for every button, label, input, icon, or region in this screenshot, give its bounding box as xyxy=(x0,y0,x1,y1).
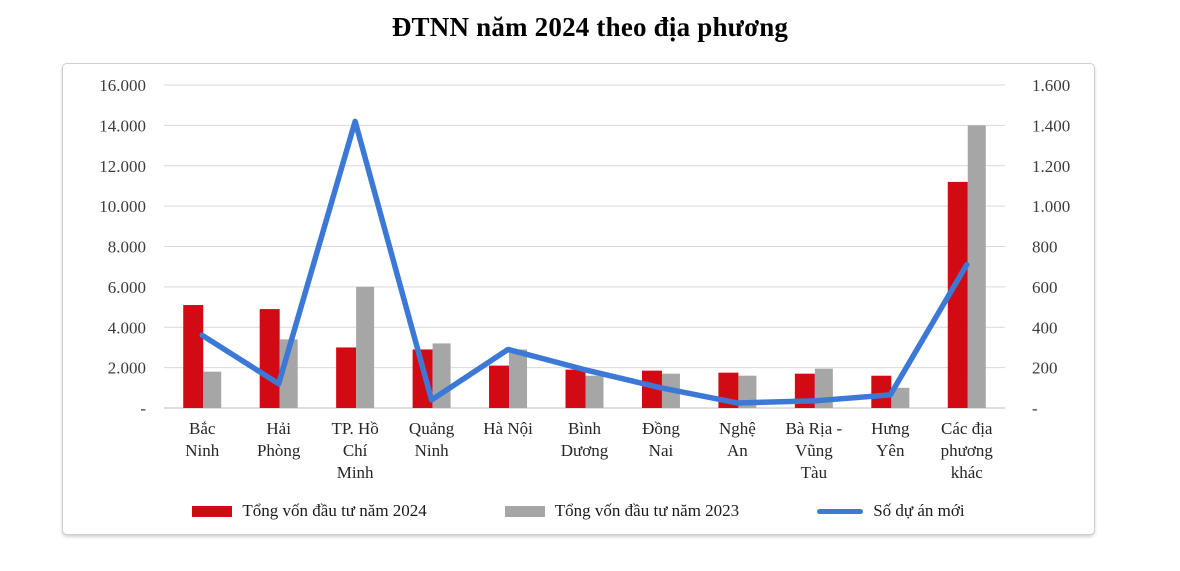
bar-2024 xyxy=(947,181,968,408)
right-axis-tick: 800 xyxy=(1032,238,1058,257)
left-axis-tick: 14.000 xyxy=(99,116,146,135)
right-axis-tick: 1.000 xyxy=(1032,197,1070,216)
right-axis-tick: - xyxy=(1032,399,1038,418)
left-axis-tick: 12.000 xyxy=(99,157,146,176)
legend-label-2024: Tổng vốn đầu tư năm 2024 xyxy=(242,501,427,520)
bar-2024 xyxy=(871,375,892,408)
right-axis-tick: 1.200 xyxy=(1032,157,1070,176)
category-label: Đồng Nai xyxy=(642,419,680,460)
right-axis-tick: 400 xyxy=(1032,318,1058,337)
bar-2024 xyxy=(565,369,586,408)
chart-legend: Tổng vốn đầu tư năm 2024 Tổng vốn đầu tư… xyxy=(63,501,1094,521)
left-axis-tick: 8.000 xyxy=(108,238,146,257)
left-axis-tick: 6.000 xyxy=(108,278,146,297)
bar-2024 xyxy=(641,370,662,408)
legend-item-2024: Tổng vốn đầu tư năm 2024 xyxy=(192,501,427,521)
legend-swatch-line-icon xyxy=(817,508,864,514)
category-label: Hà Nội xyxy=(483,419,533,438)
category-label: Bà Rịa -Vũng Tàu xyxy=(786,419,843,482)
legend-swatch-bar-2023-icon xyxy=(504,505,545,517)
category-label: TP. Hồ Chí Minh xyxy=(332,419,379,482)
bar-2023 xyxy=(967,125,986,408)
chart-canvas: 16.000 1.600 14.000 1.400 12.000 1.200 10.000 1… xyxy=(99,76,1070,482)
page-title: ĐTNN năm 2024 theo địa phương xyxy=(391,12,789,42)
legend-swatch-bar-2024-icon xyxy=(192,505,233,517)
chart-frame: 16.000 1.600 14.000 1.400 12.000 1.200 10.000 1… xyxy=(62,63,1095,535)
bar-2023 xyxy=(509,349,528,408)
legend-label-new-projects: Số dự án mới xyxy=(873,501,965,520)
left-axis-tick: - xyxy=(140,399,146,418)
bar-2023 xyxy=(203,371,222,408)
category-label: Bắc Ninh xyxy=(185,419,220,460)
bar-2023 xyxy=(356,286,375,408)
bar-2024 xyxy=(489,365,510,408)
left-axis-tick: 4.000 xyxy=(108,318,146,337)
category-label: Các địa phương khác xyxy=(941,419,994,482)
right-axis-tick: 1.400 xyxy=(1032,116,1070,135)
bar-2023 xyxy=(585,375,604,408)
bar-2024 xyxy=(259,309,280,408)
left-axis-tick: 2.000 xyxy=(108,359,146,378)
right-axis-tick: 600 xyxy=(1032,278,1058,297)
bar-2024 xyxy=(336,347,357,408)
category-label: Nghệ An xyxy=(719,419,756,460)
bar-2024 xyxy=(183,305,204,408)
right-axis-tick: 1.600 xyxy=(1032,76,1070,95)
left-axis-tick: 10.000 xyxy=(99,197,146,216)
category-label: Bình Dương xyxy=(561,419,609,460)
category-label: Hải Phòng xyxy=(257,419,301,460)
category-label: Quảng Ninh xyxy=(409,419,455,460)
left-axis-tick: 16.000 xyxy=(99,76,146,95)
legend-item-new-projects: Số dự án mới xyxy=(817,501,965,521)
right-axis-tick: 200 xyxy=(1032,359,1058,378)
category-label: Hưng Yên xyxy=(871,419,910,460)
legend-label-2023: Tổng vốn đầu tư năm 2023 xyxy=(554,501,740,520)
projects-line xyxy=(199,118,970,406)
bar-2023 xyxy=(891,387,910,408)
legend-item-2023: Tổng vốn đầu tư năm 2023 xyxy=(504,501,740,521)
